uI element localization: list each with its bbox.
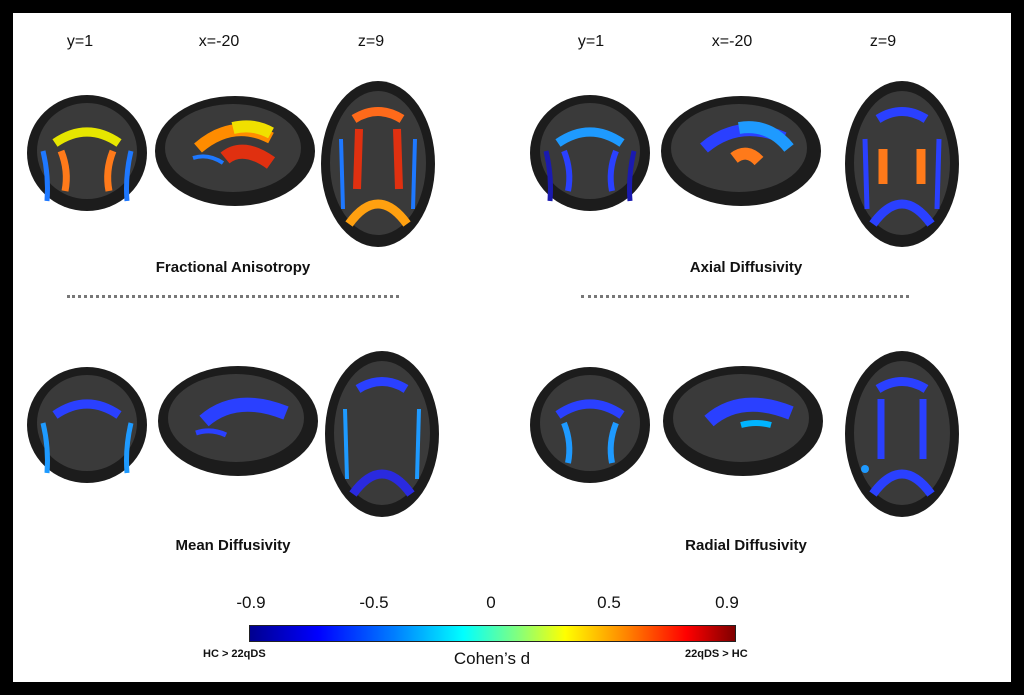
divider-top-left [67, 295, 399, 298]
axial-brain-md [325, 351, 439, 517]
colorbar-tick: 0.5 [597, 593, 621, 612]
sagittal-brain-rd [663, 366, 823, 476]
colorbar-tick: -0.9 [236, 593, 266, 612]
sagittal-brain-md [158, 366, 318, 476]
colorbar-tick: -0.5 [359, 593, 389, 612]
view-label-y: y=1 [66, 33, 94, 50]
colorbar-left-caption: HC > 22qDS [203, 648, 266, 660]
coronal-brain-ad [530, 95, 650, 211]
view-label-x: x=-20 [711, 33, 753, 50]
sagittal-brain-fa [155, 96, 315, 206]
figure-frame: y=1 x=-20 z=9 Fractional Anisotropy y=1 … [13, 13, 1011, 682]
coronal-brain-fa [27, 95, 147, 211]
panel-title-radial-diffusivity: Radial Diffusivity [685, 537, 807, 554]
axial-brain-rd [845, 351, 959, 517]
colorbar-right-caption: 22qDS > HC [685, 648, 748, 660]
axial-brain-ad [845, 81, 959, 247]
colorbar-tick: 0.9 [715, 593, 739, 612]
colorbar-gradient [249, 625, 736, 642]
panel-title-mean-diffusivity: Mean Diffusivity [175, 537, 291, 554]
coronal-brain-md [27, 367, 147, 483]
view-label-z: z=9 [357, 33, 385, 50]
view-label-z: z=9 [869, 33, 897, 50]
panel-title-fractional-anisotropy: Fractional Anisotropy [155, 259, 311, 276]
divider-top-right [581, 295, 909, 298]
view-label-x: x=-20 [198, 33, 240, 50]
axial-brain-fa [321, 81, 435, 247]
sagittal-brain-ad [661, 96, 821, 206]
colorbar-label: Cohen’s d [453, 649, 531, 668]
view-label-y: y=1 [577, 33, 605, 50]
panel-title-axial-diffusivity: Axial Diffusivity [689, 259, 803, 276]
colorbar-tick: 0 [486, 593, 496, 612]
coronal-brain-rd [530, 367, 650, 483]
